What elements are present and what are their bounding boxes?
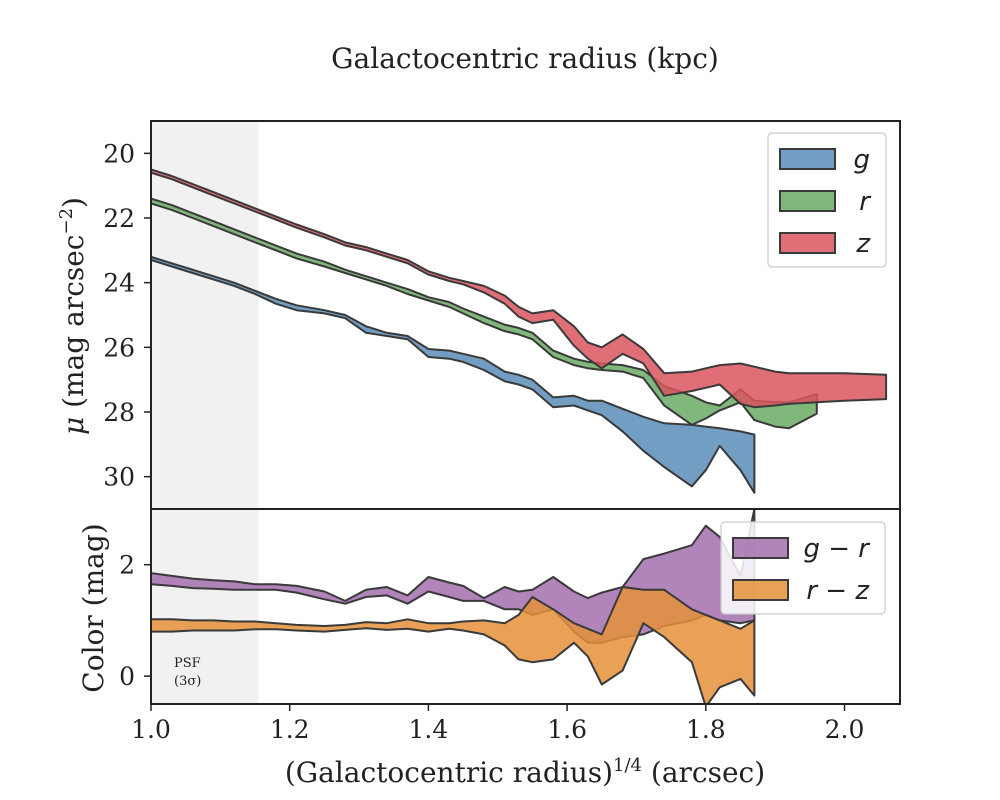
mu-bands (151, 168, 888, 494)
psf-region-top (151, 121, 259, 509)
x-title-unit: (arcsec) (642, 756, 765, 789)
ytick-label-color: 2 (119, 551, 135, 580)
xtick-label: 1.4 (409, 715, 449, 744)
ytick-label-mu: 22 (103, 204, 135, 233)
xtick-label: 1.6 (547, 715, 587, 744)
psf-annotation: PSF (174, 656, 201, 671)
color-panel: 0 2 1.0 1.2 1.4 1.6 1.8 2.0 PSF (3σ) g − r r − z (119, 508, 901, 744)
y-title-sup: −2 (56, 208, 77, 235)
xtick-label: 1.0 (131, 715, 171, 744)
mu-legend-swatch-r (779, 190, 836, 212)
ytick-label-mu: 28 (103, 398, 135, 427)
xtick-label: 2.0 (825, 715, 865, 744)
color-legend-label-g-r: g − r (803, 534, 871, 564)
mu-legend-label-z: z (855, 229, 871, 259)
mu-legend-swatch-g (779, 148, 836, 170)
psf-annotation: (3σ) (174, 674, 201, 689)
color-bands (151, 509, 756, 704)
ytick-label-mu: 20 (103, 139, 135, 168)
ytick-label-mu: 30 (103, 463, 135, 492)
ytick-label-mu: 26 (103, 333, 135, 362)
band-r-z (151, 586, 756, 704)
y-title-close: ) (57, 197, 90, 208)
mu-legend-label-r: r (859, 187, 872, 217)
mu-axis-title: μ (mag arcsec−2) (56, 197, 90, 435)
top-axis-title: Galactocentric radius (kpc) (331, 42, 719, 75)
y-title-mu: μ (57, 417, 90, 435)
psf-region-bottom (151, 509, 259, 704)
frame-bottom (150, 508, 901, 705)
x-axis-title: (Galactocentric radius)1/4 (arcsec) (285, 755, 765, 789)
ytick-label-color: 0 (119, 662, 135, 691)
x-title-base: (Galactocentric radius) (285, 756, 613, 789)
band-z (151, 168, 888, 409)
band-g (151, 255, 756, 494)
y-title-unit: (mag arcsec (57, 235, 90, 417)
xtick-label: 1.8 (686, 715, 726, 744)
xtick-label: 1.2 (270, 715, 310, 744)
color-legend-swatch-g-r (732, 537, 789, 559)
color-axis-title: Color (mag) (77, 523, 110, 692)
mu-legend-label-g: g (853, 145, 870, 175)
x-title-sup: 1/4 (613, 755, 642, 776)
color-legend-label-r-z: r − z (806, 576, 870, 606)
mu-legend-swatch-z (779, 232, 836, 254)
ytick-label-mu: 24 (103, 269, 135, 298)
color-legend-swatch-r-z (732, 579, 789, 601)
surface-brightness-panel: 20222426283051020305075grz (103, 120, 901, 510)
